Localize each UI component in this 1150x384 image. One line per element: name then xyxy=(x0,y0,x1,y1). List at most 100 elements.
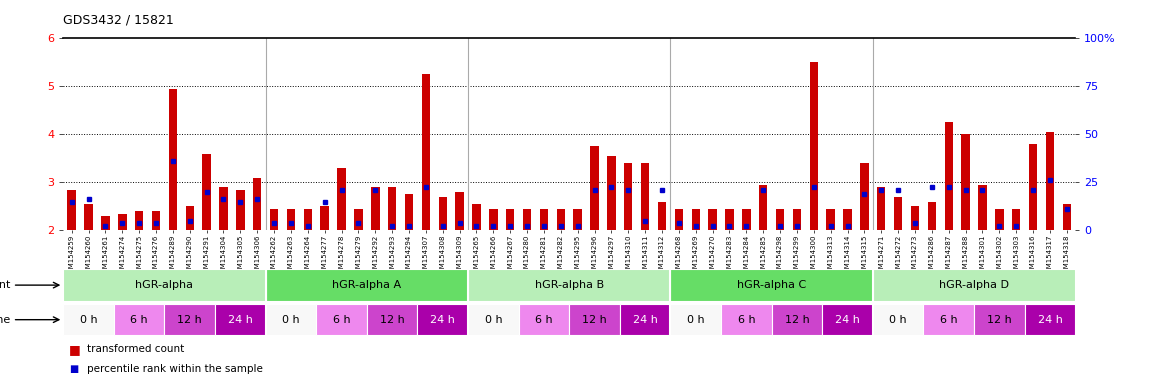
Bar xyxy=(979,185,987,230)
Bar xyxy=(843,209,852,230)
Bar xyxy=(135,211,144,230)
Bar xyxy=(405,194,413,230)
Bar xyxy=(266,304,316,335)
Bar xyxy=(220,187,228,230)
Bar xyxy=(417,304,468,335)
Bar xyxy=(367,304,417,335)
Bar xyxy=(860,163,868,230)
Bar xyxy=(721,304,772,335)
Text: ■: ■ xyxy=(69,343,81,356)
Bar xyxy=(316,304,367,335)
Bar xyxy=(337,168,346,230)
Bar xyxy=(438,197,447,230)
Bar xyxy=(1063,204,1071,230)
Text: 24 h: 24 h xyxy=(430,314,455,325)
Bar xyxy=(726,209,734,230)
Bar xyxy=(164,304,215,335)
Text: 6 h: 6 h xyxy=(130,314,148,325)
Text: 0 h: 0 h xyxy=(79,314,98,325)
Bar xyxy=(873,304,923,335)
Bar xyxy=(1025,304,1075,335)
Bar xyxy=(489,209,498,230)
Text: 24 h: 24 h xyxy=(835,314,860,325)
Bar xyxy=(152,211,160,230)
Bar xyxy=(822,304,873,335)
Text: 6 h: 6 h xyxy=(940,314,958,325)
Bar xyxy=(63,304,114,335)
Text: 12 h: 12 h xyxy=(784,314,810,325)
Bar xyxy=(923,304,974,335)
Bar xyxy=(574,209,582,230)
Text: hGR-alpha C: hGR-alpha C xyxy=(737,280,806,290)
Text: 0 h: 0 h xyxy=(889,314,907,325)
Text: 12 h: 12 h xyxy=(582,314,607,325)
Bar xyxy=(455,192,463,230)
Bar xyxy=(827,209,835,230)
Text: 6 h: 6 h xyxy=(737,314,756,325)
Bar xyxy=(877,187,886,230)
Text: GDS3432 / 15821: GDS3432 / 15821 xyxy=(63,14,174,27)
Bar xyxy=(557,209,565,230)
Text: 6 h: 6 h xyxy=(535,314,553,325)
Bar xyxy=(928,202,936,230)
Bar xyxy=(63,270,266,301)
Bar xyxy=(114,304,164,335)
Bar xyxy=(286,209,296,230)
Bar xyxy=(253,177,261,230)
Bar xyxy=(792,209,802,230)
Text: hGR-alpha: hGR-alpha xyxy=(136,280,193,290)
Text: 12 h: 12 h xyxy=(380,314,405,325)
Bar xyxy=(995,209,1004,230)
Bar xyxy=(708,209,716,230)
Text: percentile rank within the sample: percentile rank within the sample xyxy=(87,364,263,374)
Bar xyxy=(473,204,481,230)
Text: 12 h: 12 h xyxy=(987,314,1012,325)
Bar xyxy=(118,214,126,230)
Bar xyxy=(236,190,245,230)
Bar xyxy=(691,209,700,230)
Text: hGR-alpha A: hGR-alpha A xyxy=(332,280,401,290)
Bar xyxy=(569,304,620,335)
Bar xyxy=(422,74,430,230)
Bar xyxy=(1029,144,1037,230)
Text: 6 h: 6 h xyxy=(332,314,351,325)
Bar xyxy=(624,163,632,230)
Bar xyxy=(620,304,670,335)
Bar xyxy=(810,62,818,230)
Bar xyxy=(506,209,514,230)
Bar xyxy=(101,216,109,230)
Bar xyxy=(911,207,919,230)
Bar xyxy=(742,209,751,230)
Bar xyxy=(202,154,210,230)
Text: 24 h: 24 h xyxy=(1037,314,1063,325)
Bar xyxy=(266,270,468,301)
Bar xyxy=(641,163,650,230)
Bar xyxy=(185,207,194,230)
Bar xyxy=(84,204,93,230)
Bar xyxy=(169,89,177,230)
Text: agent: agent xyxy=(0,280,12,290)
Text: 24 h: 24 h xyxy=(228,314,253,325)
Bar xyxy=(607,156,615,230)
Bar xyxy=(776,209,784,230)
Bar xyxy=(670,270,873,301)
Bar xyxy=(304,209,312,230)
Bar xyxy=(519,304,569,335)
Bar xyxy=(468,270,670,301)
Bar xyxy=(961,134,969,230)
Bar xyxy=(894,197,903,230)
Bar xyxy=(354,209,362,230)
Text: hGR-alpha D: hGR-alpha D xyxy=(940,280,1009,290)
Bar xyxy=(759,185,767,230)
Text: 24 h: 24 h xyxy=(632,314,658,325)
Bar xyxy=(873,270,1075,301)
Bar xyxy=(670,304,721,335)
Text: 0 h: 0 h xyxy=(687,314,705,325)
Bar xyxy=(658,202,666,230)
Bar xyxy=(68,190,76,230)
Text: time: time xyxy=(0,314,12,325)
Bar xyxy=(321,207,329,230)
Text: 0 h: 0 h xyxy=(484,314,503,325)
Bar xyxy=(1012,209,1020,230)
Bar xyxy=(388,187,397,230)
